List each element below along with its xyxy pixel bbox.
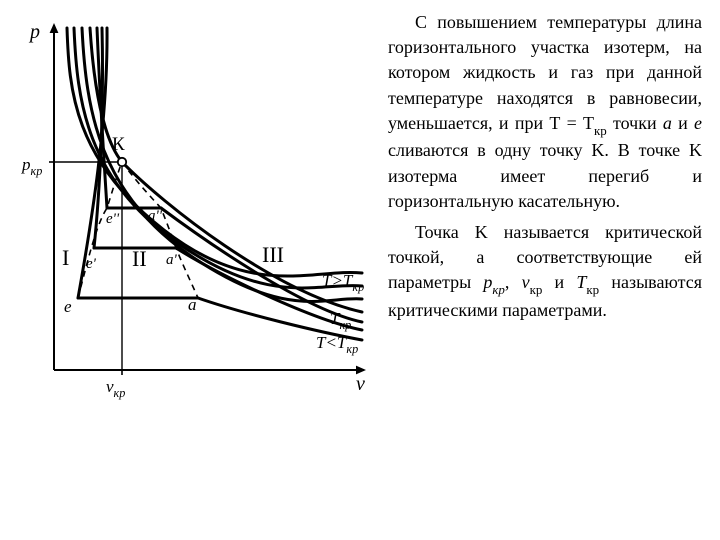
p2-v-sub: кр [530,282,543,297]
p1-mid2: и [672,113,694,133]
svg-text:a': a' [166,252,178,268]
svg-text:pкр: pкр [21,155,42,178]
svg-text:T>Tкр: T>Tкр [322,271,364,294]
svg-text:II: II [132,246,147,271]
svg-text:v: v [356,373,365,395]
svg-text:Tкр: Tкр [330,309,351,332]
svg-text:e': e' [86,256,97,272]
figure-column: pvpкрvкрКIIIIIIaea'e'a''e''T>TкрTкрT<Tкр [14,10,382,530]
p2-T: T [576,272,586,292]
pv-diagram: pvpкрvкрКIIIIIIaea'e'a''e''T>TкрTкрT<Tкр [14,10,382,400]
text-column: С повышением температуры длина горизонта… [382,10,702,530]
p1-a: a [663,113,672,133]
p2-c2: и [542,272,576,292]
svg-text:p: p [28,21,40,43]
p2-p: p [483,272,492,292]
p2-p-sub: кр [492,282,505,297]
svg-text:e: e [64,297,72,316]
p1-mid1: точки [607,113,663,133]
svg-text:a: a [188,295,197,314]
svg-text:T<Tкр: T<Tкр [316,333,358,356]
svg-text:К: К [112,134,125,155]
p2-c1: , [505,272,522,292]
svg-text:vкр: vкр [106,377,125,400]
p1-post: сливаются в одну точку K. В точке K изот… [388,140,702,210]
paragraph-1: С повышением температуры длина горизонта… [388,10,702,214]
p1-e: e [694,113,702,133]
p2-v: v [522,272,530,292]
svg-text:III: III [262,242,284,267]
page-root: pvpкрvкрКIIIIIIaea'e'a''e''T>TкрTкрT<Tкр… [0,0,720,540]
p1-sub-kr-1: кр [594,123,607,138]
svg-text:I: I [62,245,69,270]
p2-T-sub: кр [586,282,599,297]
svg-text:e'': e'' [106,211,120,227]
paragraph-2: Точка K называется критической точкой, а… [388,220,702,323]
svg-text:a'': a'' [148,208,163,224]
